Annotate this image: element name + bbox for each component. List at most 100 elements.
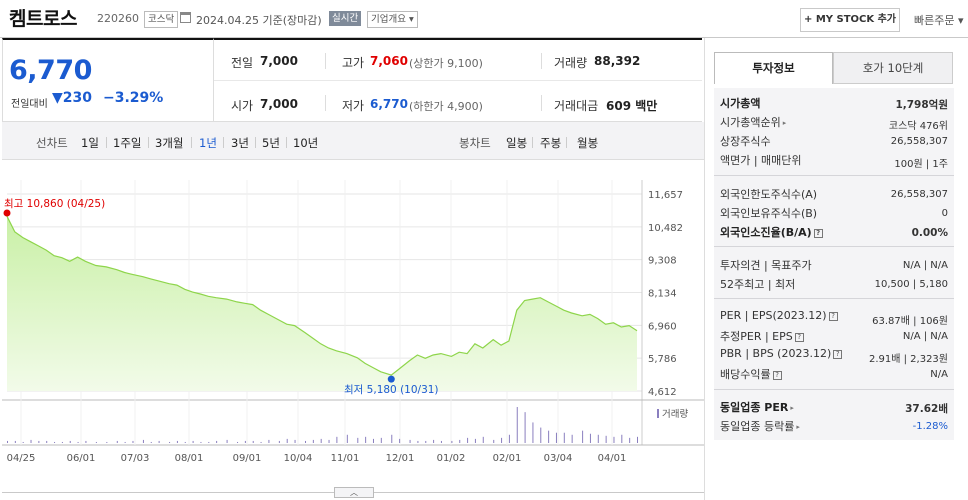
- company-info-dropdown[interactable]: 기업개요 ▾: [367, 11, 418, 28]
- volume-bar: [54, 441, 56, 443]
- volume-bar: [597, 434, 599, 443]
- per-eps-label[interactable]: PER | EPS(2023.12)?: [720, 309, 838, 322]
- volume-bar: [540, 427, 542, 443]
- tab-quote-10[interactable]: 호가 10단계: [833, 52, 953, 84]
- est-per-label[interactable]: 추정PER | EPS?: [720, 328, 804, 344]
- volume-bar: [14, 440, 16, 443]
- high-marker: [3, 209, 11, 217]
- volume-bar: [85, 440, 87, 443]
- volume-bar: [176, 440, 178, 443]
- tab-10year[interactable]: 10년: [293, 136, 319, 150]
- tab-3year[interactable]: 3년: [231, 136, 249, 150]
- line-chart-label: 선차트: [36, 136, 68, 150]
- quick-order-dropdown[interactable]: 빠른주문 ▾: [914, 14, 964, 27]
- volume-bar: [328, 439, 330, 443]
- volume-bar: [409, 439, 411, 443]
- volume-bar: [563, 432, 565, 443]
- high-value: 7,060: [370, 54, 408, 68]
- listed-shares-value: 26,558,307: [890, 136, 948, 147]
- realtime-badge[interactable]: 실시간: [329, 11, 362, 26]
- add-my-stock-button[interactable]: + MY STOCK 추가: [800, 8, 900, 32]
- price-change: ▼230: [52, 90, 92, 106]
- volume-value: 88,392: [594, 54, 641, 68]
- volume-bar: [312, 439, 314, 443]
- per-eps-value: 63.87배 | 106원: [872, 316, 948, 327]
- tab-daily-candle[interactable]: 일봉: [506, 136, 528, 150]
- current-price: 6,770: [9, 55, 92, 86]
- volume-bar: [294, 439, 296, 443]
- caret-right-icon: ▸: [796, 423, 800, 431]
- volume-bar: [244, 440, 246, 443]
- foreign-ratio-label[interactable]: 외국인소진율(B/A)?: [720, 224, 823, 240]
- opinion-label: 투자의견 | 목표주가: [720, 259, 812, 272]
- tab-1year[interactable]: 1년: [199, 136, 217, 150]
- expand-chart-button[interactable]: ︿: [334, 487, 374, 498]
- price-chart: 11,657 10,482 9,308 8,134 6,960 5,786 4,612 04…: [2, 180, 704, 464]
- caret-right-icon: ▸: [790, 404, 794, 412]
- volume-bar: [106, 441, 108, 443]
- market-cap-rank-label[interactable]: 시가총액순위 ▸: [720, 116, 787, 129]
- tab-monthly-candle[interactable]: 월봉: [577, 136, 599, 150]
- help-icon: ?: [813, 228, 823, 238]
- par-value-label: 액면가 | 매매단위: [720, 154, 802, 167]
- volume-bar: [268, 439, 270, 443]
- volume-bar: [286, 438, 288, 443]
- price-change-rate: −3.29%: [103, 90, 164, 106]
- prev-close-value: 7,000: [260, 54, 298, 68]
- volume-bar: [69, 440, 71, 443]
- volume-bar: [380, 437, 382, 443]
- foreign-ratio-value: 0.00%: [911, 227, 948, 239]
- foreign-limit-value: 26,558,307: [890, 189, 948, 200]
- volume-bar: [192, 440, 194, 443]
- volume-bar: [150, 441, 152, 443]
- 52week-label: 52주최고 | 최저: [720, 278, 796, 291]
- calendar-icon: [180, 12, 191, 23]
- volume-bar: [200, 441, 202, 443]
- tab-5year[interactable]: 5년: [262, 136, 280, 150]
- x-tick-label: 08/01: [175, 453, 204, 464]
- listed-shares-label: 상장주식수: [720, 135, 771, 148]
- volume-bar: [208, 441, 210, 443]
- upper-limit: (상한가 9,100): [409, 57, 483, 70]
- change-label: 전일대비: [11, 99, 48, 110]
- volume-bar: [637, 436, 638, 443]
- y-tick-label: 10,482: [648, 223, 683, 234]
- par-value-value: 100원 | 1주: [894, 159, 948, 170]
- volume-bar: [30, 439, 32, 443]
- chevron-up-icon: ︿: [350, 488, 358, 497]
- sector-per-label[interactable]: 동일업종 PER ▸: [720, 401, 794, 414]
- volume-bar: [571, 434, 573, 443]
- help-icon: ?: [794, 332, 804, 342]
- x-tick-label: 04/01: [598, 453, 627, 464]
- volume-bar: [501, 437, 503, 443]
- dividend-label[interactable]: 배당수익률?: [720, 366, 782, 382]
- volume-bar: [226, 439, 228, 443]
- chart-tabs-bar: [2, 122, 704, 160]
- open-label: 시가: [231, 99, 254, 113]
- volume-bar: [22, 441, 24, 443]
- tab-1week[interactable]: 1주일: [113, 136, 142, 150]
- volume-bar: [216, 440, 218, 443]
- tab-3month[interactable]: 3개월: [155, 136, 184, 150]
- volume-bar: [124, 441, 126, 443]
- tab-1day[interactable]: 1일: [81, 136, 99, 150]
- tab-invest-info[interactable]: 투자정보: [714, 52, 833, 84]
- volume-bar: [116, 440, 118, 443]
- volume-bar: [589, 433, 591, 443]
- low-value: 6,770: [370, 97, 408, 111]
- y-tick-label: 8,134: [648, 289, 677, 300]
- volume-bar: [169, 441, 171, 443]
- volume-bar: [425, 440, 427, 443]
- open-value: 7,000: [260, 97, 298, 111]
- sector-change-label[interactable]: 동일업종 등락률 ▸: [720, 420, 800, 433]
- pbr-bps-label[interactable]: PBR | BPS (2023.12)?: [720, 347, 843, 360]
- volume-bar: [482, 436, 484, 443]
- volume-bar: [184, 441, 186, 443]
- foreign-limit-label: 외국인한도주식수(A): [720, 188, 818, 201]
- lower-limit: (하한가 4,900): [409, 100, 483, 113]
- tab-weekly-candle[interactable]: 주봉: [540, 136, 562, 150]
- volume-bar: [357, 437, 359, 443]
- x-tick-label: 11/01: [331, 453, 360, 464]
- stock-name: 켐트로스: [9, 8, 77, 30]
- price-summary-table: [214, 38, 702, 122]
